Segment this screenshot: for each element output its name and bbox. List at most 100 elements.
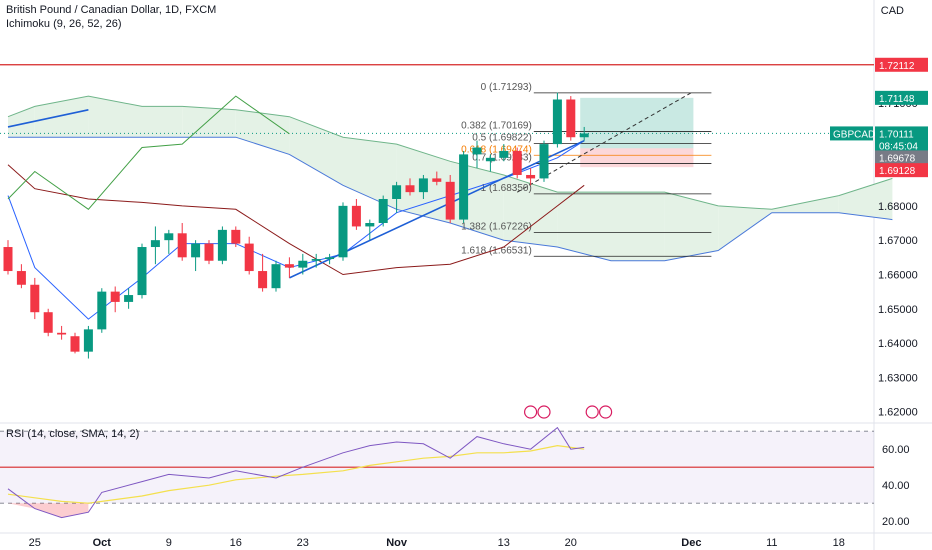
time-tick-label: 16 <box>230 537 242 549</box>
cloud-segment <box>235 109 290 155</box>
position-stop-zone <box>580 148 694 168</box>
candle-down <box>445 181 455 220</box>
candle-up <box>83 329 93 352</box>
price-tick-label: 1.62000 <box>878 407 918 419</box>
symbol-title[interactable]: British Pound / Canadian Dollar, 1D, FXC… <box>6 4 220 16</box>
fib-level-label: 0.618 (1.69474) <box>461 144 532 155</box>
time-tick-label: 13 <box>498 537 510 549</box>
candle-up <box>164 233 174 241</box>
rsi-tick-label: 60.00 <box>882 444 910 456</box>
time-tick-label: 18 <box>833 537 845 549</box>
cloud-segment <box>289 116 343 186</box>
candle-down <box>244 243 254 272</box>
price-tag <box>875 90 928 105</box>
lagging-span <box>7 95 290 210</box>
candle-down <box>432 178 442 182</box>
candle-down <box>566 99 576 138</box>
candle-down <box>16 271 26 285</box>
time-tick-label: Dec <box>681 537 701 549</box>
rsi-tick-label: 40.00 <box>882 480 910 492</box>
cloud-segment <box>343 137 397 210</box>
price-tag <box>875 126 928 141</box>
base-line <box>7 164 585 276</box>
price-tag-label: 08:45:04 <box>879 141 918 152</box>
event-flag-icon <box>598 405 613 419</box>
event-flag-icon <box>537 405 551 419</box>
fib-level-label: 1.382 (1.67226) <box>461 221 532 232</box>
candle-up <box>418 178 428 193</box>
candle-down <box>110 291 120 302</box>
price-tag <box>875 57 928 72</box>
time-tick-label: 9 <box>166 537 172 549</box>
rsi-legend[interactable]: RSI (14, close, SMA, 14, 2) <box>6 428 139 440</box>
price-tag-label: 1.69678 <box>879 153 916 164</box>
price-tick-label: 1.67000 <box>878 235 918 247</box>
price-tag <box>875 150 928 165</box>
candle-up <box>150 240 160 248</box>
cloud-segment <box>838 178 893 220</box>
cloud-segment <box>142 106 183 138</box>
currency-label[interactable]: CAD <box>880 5 904 17</box>
candle-up <box>271 264 281 289</box>
fib-level-label: 0.5 (1.69822) <box>472 132 532 143</box>
cloud-segment <box>611 192 665 261</box>
candle-up <box>191 243 201 258</box>
candle-up <box>539 144 549 179</box>
candle-down <box>512 150 522 175</box>
candle-up <box>579 133 589 138</box>
candle-up <box>472 147 482 155</box>
leading-span-a <box>7 95 893 210</box>
candle-up <box>137 247 147 296</box>
fib-level-label: 1 (1.68350) <box>481 183 532 194</box>
price-tag-label: 1.71148 <box>879 94 915 105</box>
rsi-tick-label: 20.00 <box>882 516 910 528</box>
fib-level-label: 0 (1.71293) <box>481 82 532 93</box>
candle-down <box>43 312 53 333</box>
time-tick-label: 23 <box>297 537 309 549</box>
time-tick-label: 20 <box>565 537 577 549</box>
candle-up <box>459 154 469 220</box>
event-flag-icon <box>585 405 599 419</box>
price-tag-label: 1.69128 <box>879 166 916 177</box>
position-target-zone <box>580 97 694 149</box>
candle-up <box>338 205 348 258</box>
fib-level-label: 0.7 (1.69233) <box>472 153 532 164</box>
time-tick-label: Oct <box>93 537 112 549</box>
candle-up <box>485 157 495 162</box>
candle-up <box>217 229 227 261</box>
candle-down <box>405 185 415 193</box>
candle-down <box>177 233 187 258</box>
projection-line <box>516 92 692 193</box>
symbol-price-tag-label: GBPCAD <box>833 129 875 140</box>
candle-up <box>499 150 509 158</box>
rsi-line <box>7 426 585 519</box>
candle-down <box>70 336 80 352</box>
candle-up <box>325 257 335 260</box>
rsi-legend-text: RSI (14, close, SMA, 14, 2) <box>6 428 140 440</box>
price-tag-label: 1.70111 <box>879 129 914 140</box>
symbol-price-tag <box>830 126 873 141</box>
time-tick-label: 11 <box>766 537 777 549</box>
cloud-segment <box>503 174 558 248</box>
candle-down <box>258 271 268 289</box>
symbol-title-text: British Pound / Canadian Dollar, 1D, FXC… <box>6 4 217 16</box>
candle-up <box>552 99 562 145</box>
candle-down <box>204 243 214 261</box>
candle-down <box>231 229 241 244</box>
cloud-segment <box>34 96 89 138</box>
price-tick-label: 1.66000 <box>878 269 918 281</box>
candle-down <box>57 332 67 335</box>
cloud-segment <box>557 192 611 261</box>
candle-up <box>124 295 134 302</box>
time-tick-label: 25 <box>29 537 41 549</box>
candle-up <box>97 291 107 330</box>
event-flash-icon <box>523 405 538 419</box>
price-tag <box>875 163 928 178</box>
candle-up <box>392 185 402 199</box>
ichimoku-legend-text: Ichimoku (9, 26, 52, 26) <box>6 18 122 30</box>
ichimoku-legend[interactable]: Ichimoku (9, 26, 52, 26) <box>6 18 122 30</box>
cloud-segment <box>182 106 236 138</box>
candle-up <box>298 260 308 268</box>
trend-line <box>7 109 89 128</box>
